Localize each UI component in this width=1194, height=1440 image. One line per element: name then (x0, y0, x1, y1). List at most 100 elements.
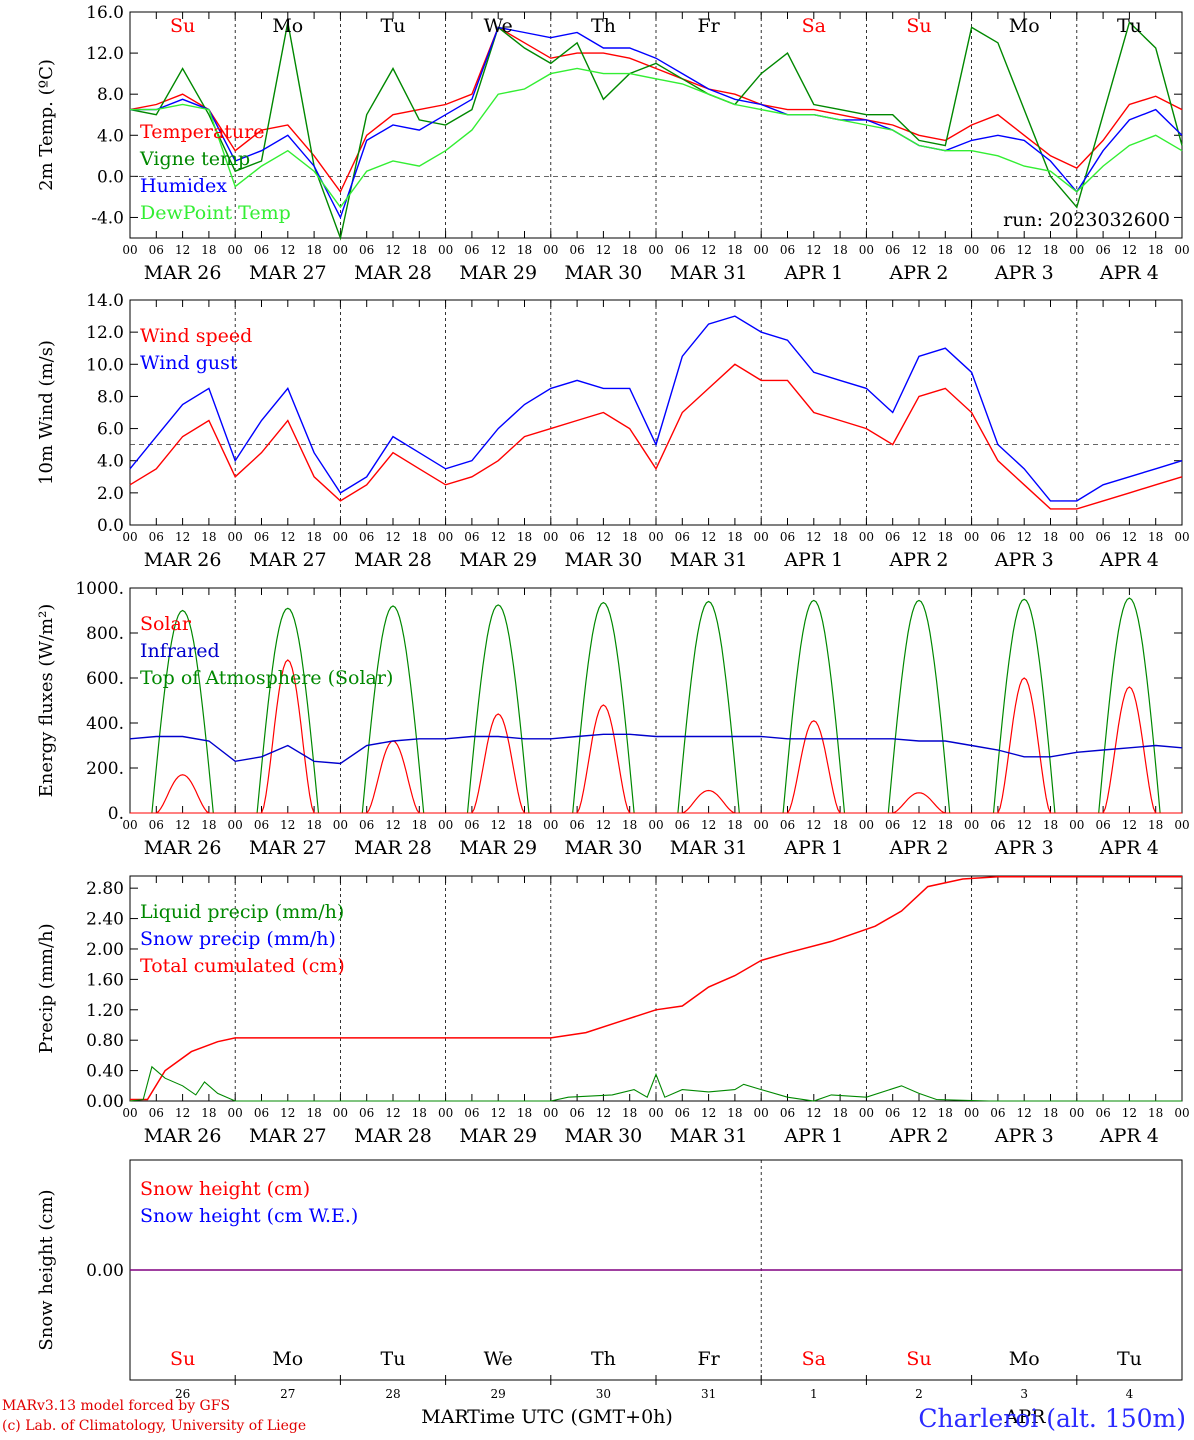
day-abbrev-bottom: Su (906, 1348, 931, 1370)
hour-tick-label: 12 (701, 530, 716, 544)
toa-solar-arc (992, 598, 1056, 814)
panel-frame-3 (129, 587, 1183, 814)
hour-tick-label: 12 (280, 1106, 295, 1120)
legend-entry: DewPoint Temp (140, 202, 291, 224)
date-label: MAR 27 (249, 1125, 327, 1147)
y-tick-label: 12.0 (86, 323, 124, 343)
bottom-day-number: 27 (280, 1387, 295, 1401)
hour-tick-label: 18 (938, 530, 953, 544)
y-tick-label: 200. (86, 759, 124, 779)
legend-entry: Snow precip (mm/h) (140, 928, 336, 950)
hour-tick-label: 00 (859, 243, 874, 257)
y-tick-label: 0.00 (86, 1092, 124, 1112)
bottom-day-number: 31 (701, 1387, 716, 1401)
hour-tick-label: 06 (990, 530, 1005, 544)
hour-tick-label: 00 (1174, 243, 1189, 257)
hour-tick-label: 12 (1122, 243, 1137, 257)
hour-tick-label: 18 (412, 243, 427, 257)
hour-tick-label: 06 (254, 530, 269, 544)
hour-tick-label: 00 (1069, 1106, 1084, 1120)
toa-solar-arc (361, 605, 425, 814)
hour-tick-label: 18 (306, 530, 321, 544)
hour-tick-label: 12 (806, 818, 821, 832)
hour-tick-label: 00 (964, 818, 979, 832)
day-abbrev-top: Su (170, 15, 195, 37)
y-axis-label: Snow height (cm) (36, 1189, 57, 1350)
hour-tick-label: 06 (780, 530, 795, 544)
day-abbrev-bottom: We (484, 1348, 513, 1370)
hour-tick-label: 12 (701, 1106, 716, 1120)
hour-tick-label: 18 (517, 530, 532, 544)
cumulated-precip-line (130, 876, 1182, 1101)
day-abbrev-top: Mo (272, 15, 303, 37)
date-label: MAR 28 (354, 837, 432, 859)
hour-tick-label: 06 (675, 818, 690, 832)
hour-tick-label: 06 (569, 1106, 584, 1120)
hour-tick-label: 00 (859, 1106, 874, 1120)
hour-tick-label: 12 (596, 818, 611, 832)
hour-tick-label: 12 (385, 1106, 400, 1120)
hour-tick-label: 00 (543, 1106, 558, 1120)
date-label: MAR 31 (670, 262, 748, 284)
date-label: MAR 26 (144, 837, 222, 859)
hour-tick-label: 18 (1043, 243, 1058, 257)
legend-entry: Temperature (140, 121, 264, 143)
y-axis-label: 2m Temp. (ºC) (36, 59, 57, 191)
hour-tick-label: 00 (333, 818, 348, 832)
hour-tick-label: 18 (412, 818, 427, 832)
series-line-humidex (130, 26, 1183, 220)
hour-tick-label: 00 (648, 530, 663, 544)
date-label: MAR 27 (249, 549, 327, 571)
hour-tick-label: 12 (911, 530, 926, 544)
hour-tick-label: 12 (491, 243, 506, 257)
date-label: APR 1 (783, 262, 843, 284)
hour-tick-label: 00 (333, 243, 348, 257)
hour-tick-label: 00 (228, 243, 243, 257)
date-label: APR 3 (994, 1125, 1054, 1147)
legend-entry: Snow height (cm W.E.) (140, 1205, 358, 1227)
solar-curve (260, 659, 315, 814)
y-tick-label: 14.0 (86, 291, 124, 311)
hour-tick-label: 00 (543, 818, 558, 832)
station-name: Charleroi (alt. 150m) (918, 1404, 1186, 1433)
legend-entry: Wind speed (140, 325, 252, 347)
solar-curve (155, 774, 210, 814)
date-label: MAR 28 (354, 1125, 432, 1147)
hour-tick-label: 18 (832, 243, 847, 257)
hour-tick-label: 00 (438, 1106, 453, 1120)
legend-entry: Wind gust (140, 352, 238, 374)
hour-tick-label: 00 (1174, 1106, 1189, 1120)
bottom-month-right: APR (1004, 1406, 1047, 1428)
hour-tick-label: 00 (543, 243, 558, 257)
hour-tick-label: 06 (780, 818, 795, 832)
day-abbrev-top: Mo (1009, 15, 1040, 37)
hour-tick-label: 12 (491, 818, 506, 832)
date-label: MAR 30 (565, 549, 643, 571)
y-tick-label: 2.0 (97, 484, 124, 504)
date-label: APR 2 (889, 1125, 949, 1147)
hour-tick-label: 18 (622, 818, 637, 832)
hour-tick-label: 06 (149, 818, 164, 832)
toa-solar-arc (782, 599, 846, 814)
hour-tick-label: 00 (438, 818, 453, 832)
date-label: MAR 30 (565, 262, 643, 284)
hour-tick-label: 00 (1174, 818, 1189, 832)
y-tick-label: 1.60 (86, 970, 124, 990)
hour-tick-label: 00 (122, 1106, 137, 1120)
toa-solar-arc (466, 604, 530, 814)
hour-tick-label: 18 (412, 1106, 427, 1120)
hour-tick-label: 00 (1069, 818, 1084, 832)
solar-curve (576, 704, 631, 814)
hour-tick-label: 18 (832, 1106, 847, 1120)
series-line-wind-speed (129, 363, 1183, 510)
hour-tick-label: 12 (806, 243, 821, 257)
legend-entry: Vigne temp (139, 148, 250, 170)
day-abbrev-bottom: Mo (272, 1348, 303, 1370)
y-tick-label: 4.0 (97, 126, 124, 146)
solar-curve (1102, 686, 1157, 814)
hour-tick-label: 06 (990, 818, 1005, 832)
day-abbrev-bottom: Su (170, 1348, 195, 1370)
hour-tick-label: 06 (359, 530, 374, 544)
hour-tick-label: 00 (438, 243, 453, 257)
day-abbrev-bottom: Th (591, 1348, 616, 1370)
